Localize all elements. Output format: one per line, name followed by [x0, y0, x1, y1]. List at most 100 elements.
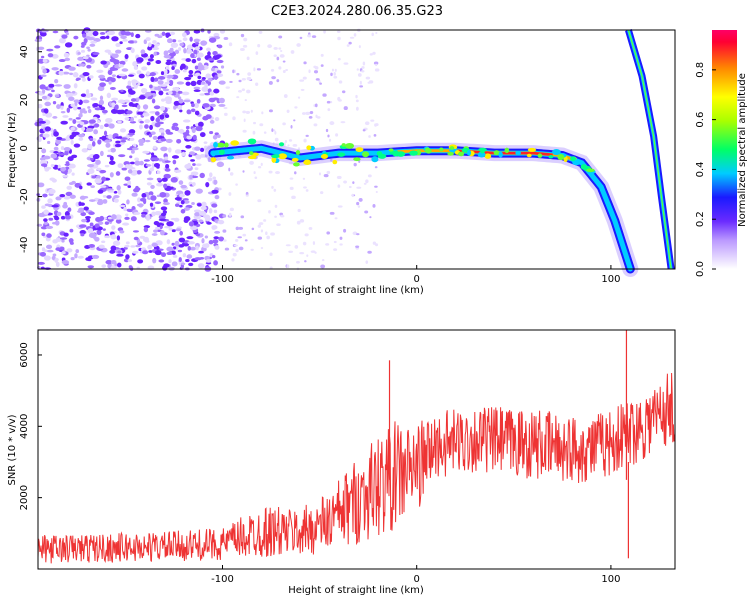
noise-speckle — [270, 232, 275, 236]
noise-speckle — [273, 188, 277, 192]
noise-speckle — [109, 86, 116, 90]
noise-speckle — [202, 103, 210, 108]
noise-speckle — [144, 119, 151, 124]
noise-speckle — [64, 215, 72, 220]
noise-speckle — [204, 217, 211, 222]
noise-speckle — [81, 218, 87, 223]
noise-speckle — [214, 117, 220, 122]
noise-speckle — [102, 195, 107, 198]
noise-speckle — [267, 44, 272, 49]
ridge-band-inner — [210, 145, 633, 272]
noise-speckle — [213, 236, 219, 240]
noise-speckle — [149, 202, 154, 207]
noise-speckle — [48, 83, 55, 88]
noise-speckle — [274, 130, 277, 135]
noise-speckle — [58, 59, 66, 63]
noise-speckle — [64, 42, 73, 48]
noise-speckle — [242, 233, 247, 237]
noise-speckle — [126, 199, 130, 205]
noise-speckle — [235, 248, 239, 253]
noise-speckle — [173, 217, 180, 222]
noise-speckle — [286, 109, 290, 114]
noise-speckle — [194, 42, 200, 45]
noise-speckle — [127, 132, 135, 136]
noise-speckle — [194, 102, 199, 109]
noise-speckle — [48, 188, 56, 195]
noise-speckle — [338, 80, 343, 84]
noise-speckle — [207, 51, 211, 57]
noise-speckle — [99, 215, 105, 221]
noise-speckle — [90, 185, 95, 188]
noise-speckle — [339, 243, 343, 246]
noise-speckle — [52, 253, 57, 257]
noise-speckle — [74, 102, 78, 106]
noise-speckle — [343, 106, 348, 111]
noise-speckle — [153, 51, 157, 56]
noise-speckle — [149, 54, 154, 59]
noise-speckle — [199, 172, 205, 179]
noise-speckle — [159, 114, 165, 120]
noise-speckle — [101, 135, 106, 141]
ridge-blob — [484, 153, 492, 159]
noise-speckle — [266, 235, 270, 240]
noise-speckle — [225, 86, 231, 89]
noise-speckle — [193, 86, 201, 90]
noise-speckle — [282, 60, 286, 63]
ridge-blob — [580, 164, 587, 170]
noise-speckle — [66, 248, 73, 253]
noise-speckle — [211, 67, 215, 72]
noise-speckle — [308, 69, 311, 74]
noise-speckle — [207, 29, 211, 34]
noise-speckle — [328, 138, 332, 142]
noise-speckle — [261, 111, 264, 115]
noise-speckle — [188, 74, 194, 78]
noise-speckle — [56, 211, 62, 216]
spectrogram-x-axis-label: Height of straight line (km) — [288, 285, 424, 296]
noise-speckle — [318, 79, 321, 84]
noise-speckle — [174, 169, 182, 173]
noise-speckle — [257, 199, 262, 203]
noise-speckle — [69, 228, 74, 233]
noise-speckle — [208, 97, 216, 103]
noise-speckle — [42, 112, 46, 117]
noise-speckle — [177, 249, 183, 253]
noise-speckle — [200, 81, 206, 85]
noise-speckle — [143, 39, 147, 45]
noise-speckle — [52, 222, 57, 225]
noise-speckle — [330, 72, 333, 77]
noise-speckle — [275, 171, 281, 175]
noise-speckle — [99, 124, 104, 130]
noise-speckle — [172, 254, 178, 258]
noise-speckle — [265, 231, 268, 236]
noise-speckle — [191, 127, 196, 133]
noise-speckle — [371, 32, 374, 37]
noise-speckle — [104, 49, 112, 53]
noise-speckle — [40, 163, 48, 167]
noise-speckle — [165, 138, 173, 144]
noise-speckle — [273, 54, 277, 58]
noise-speckle — [276, 79, 280, 83]
noise-speckle — [240, 47, 245, 52]
noise-speckle — [102, 228, 106, 231]
colorbar-gradient — [712, 30, 737, 269]
noise-speckle — [304, 260, 307, 263]
noise-speckle — [257, 166, 262, 169]
noise-speckle — [242, 170, 245, 173]
noise-speckle — [161, 252, 167, 258]
noise-speckle — [355, 99, 359, 103]
noise-speckle — [191, 182, 196, 187]
noise-speckle — [299, 251, 305, 255]
noise-speckle — [323, 29, 326, 34]
noise-speckle — [194, 46, 200, 51]
noise-speckle — [302, 177, 306, 180]
noise-speckle — [211, 203, 218, 208]
noise-speckle — [235, 239, 239, 242]
noise-speckle — [235, 226, 240, 231]
ridge-blob — [586, 168, 595, 173]
noise-speckle — [320, 53, 324, 57]
noise-speckle — [141, 66, 148, 71]
noise-speckle — [303, 186, 307, 189]
noise-speckle — [166, 239, 171, 245]
ridge-blob — [570, 156, 577, 162]
ridge-blob — [211, 150, 216, 157]
